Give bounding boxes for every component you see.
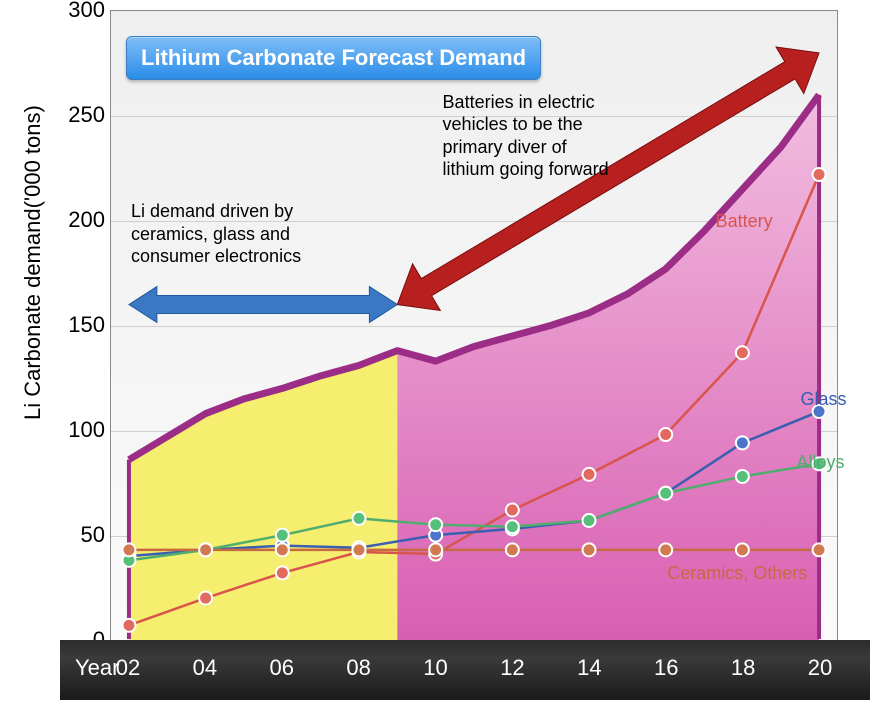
series-marker-Battery <box>199 592 212 605</box>
x-tick-20: 20 <box>808 655 832 681</box>
series-marker-Ceramics, Others <box>736 543 749 556</box>
y-tick-200: 200 <box>60 207 105 233</box>
series-label-glass: Glass <box>801 389 847 410</box>
x-tick-10: 10 <box>423 655 447 681</box>
y-tick-300: 300 <box>60 0 105 23</box>
series-marker-Battery <box>276 566 289 579</box>
annotation-right: Batteries in electricvehicles to be thep… <box>443 91 609 181</box>
arrow-blue <box>129 287 397 323</box>
series-marker-Battery <box>122 619 135 632</box>
y-tick-250: 250 <box>60 102 105 128</box>
series-label-battery: Battery <box>716 211 773 232</box>
series-marker-Ceramics, Others <box>429 543 442 556</box>
series-label-ceramics: Ceramics, Others <box>667 563 807 584</box>
series-marker-Battery <box>583 468 596 481</box>
series-marker-Alloys <box>353 512 366 525</box>
x-tick-12: 12 <box>500 655 524 681</box>
x-tick-04: 04 <box>193 655 217 681</box>
x-tick-06: 06 <box>270 655 294 681</box>
x-tick-18: 18 <box>731 655 755 681</box>
annotation-left: Li demand driven byceramics, glass andco… <box>131 200 301 268</box>
x-tick-08: 08 <box>346 655 370 681</box>
series-marker-Ceramics, Others <box>583 543 596 556</box>
series-marker-Battery <box>659 428 672 441</box>
y-tick-50: 50 <box>60 522 105 548</box>
series-marker-Battery <box>736 346 749 359</box>
series-marker-Ceramics, Others <box>813 543 826 556</box>
y-tick-150: 150 <box>60 312 105 338</box>
chart-container: 0 50 100 150 200 250 300 Li Carbonate de… <box>0 0 891 723</box>
series-marker-Battery <box>506 504 519 517</box>
series-marker-Alloys <box>583 514 596 527</box>
series-marker-Ceramics, Others <box>122 543 135 556</box>
series-marker-Battery <box>813 168 826 181</box>
y-tick-100: 100 <box>60 417 105 443</box>
chart-title-badge: Lithium Carbonate Forecast Demand <box>126 36 541 80</box>
series-label-alloys: Alloys <box>797 452 845 473</box>
series-marker-Ceramics, Others <box>276 543 289 556</box>
series-marker-Alloys <box>429 518 442 531</box>
series-marker-Alloys <box>736 470 749 483</box>
series-marker-Ceramics, Others <box>506 543 519 556</box>
x-tick-14: 14 <box>577 655 601 681</box>
plot-panel: Lithium Carbonate Forecast Demand Li dem… <box>110 10 838 640</box>
series-marker-Alloys <box>506 520 519 533</box>
y-axis-label: Li Carbonate demand('000 tons) <box>20 105 46 420</box>
series-marker-Alloys <box>659 487 672 500</box>
series-marker-Ceramics, Others <box>353 543 366 556</box>
x-tick-02: 02 <box>116 655 140 681</box>
x-tick-16: 16 <box>654 655 678 681</box>
series-marker-Alloys <box>276 529 289 542</box>
x-axis-label: Year <box>75 655 119 681</box>
series-marker-Glass <box>736 436 749 449</box>
series-marker-Ceramics, Others <box>199 543 212 556</box>
series-marker-Ceramics, Others <box>659 543 672 556</box>
